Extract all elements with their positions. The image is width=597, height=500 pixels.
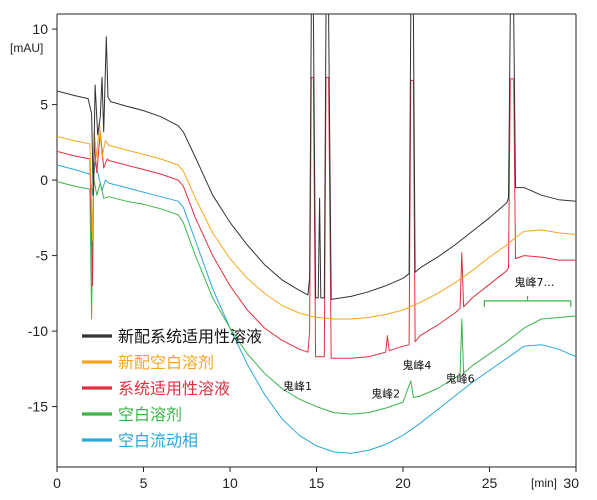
y-tick-label: -10	[28, 323, 48, 339]
legend-label: 新配系统适用性溶液	[118, 327, 262, 346]
x-tick-label: 0	[53, 475, 61, 491]
x-tick-label: 20	[395, 475, 411, 491]
peak-annotation: 鬼峰4	[402, 358, 431, 372]
legend-label: 空白溶剂	[118, 405, 182, 424]
series-line	[57, 14, 576, 300]
legend-label: 系统适用性溶液	[118, 379, 230, 398]
annotation-bracket	[483, 295, 572, 307]
peak-annotation: 鬼峰2	[371, 387, 400, 401]
legend-label: 新配空白溶剂	[118, 353, 214, 372]
x-tick-label: 30	[563, 475, 579, 491]
peak-annotation: 鬼峰6	[446, 371, 475, 385]
x-tick-label: 15	[309, 475, 325, 491]
y-tick-label: 10	[32, 21, 48, 37]
y-tick-label: 5	[40, 97, 48, 113]
y-axis-unit: [mAU]	[10, 41, 43, 55]
y-tick-label: -15	[28, 399, 48, 415]
annotation-layer: 鬼峰1 鬼峰2 鬼峰4 鬼峰6 鬼峰7…	[283, 275, 572, 401]
plot-area	[56, 13, 577, 468]
legend-label: 空白流动相	[118, 431, 198, 450]
y-axis-ticks: -15 -10 -5 0 5 10	[28, 21, 57, 415]
series-line	[57, 76, 576, 359]
x-tick-label: 25	[482, 475, 498, 491]
x-tick-label: 5	[140, 475, 148, 491]
series-layer	[57, 14, 576, 454]
series-line	[57, 122, 576, 320]
series-line	[57, 175, 576, 415]
y-tick-label: 0	[40, 172, 48, 188]
peak-annotation: 鬼峰7…	[514, 275, 554, 289]
x-tick-label: 10	[222, 475, 238, 491]
y-tick-label: -5	[36, 248, 49, 264]
x-axis-unit: [min]	[531, 476, 557, 490]
peak-annotation: 鬼峰1	[283, 379, 312, 393]
x-axis-ticks: 0 5 10 15 20 25 30	[53, 467, 579, 491]
